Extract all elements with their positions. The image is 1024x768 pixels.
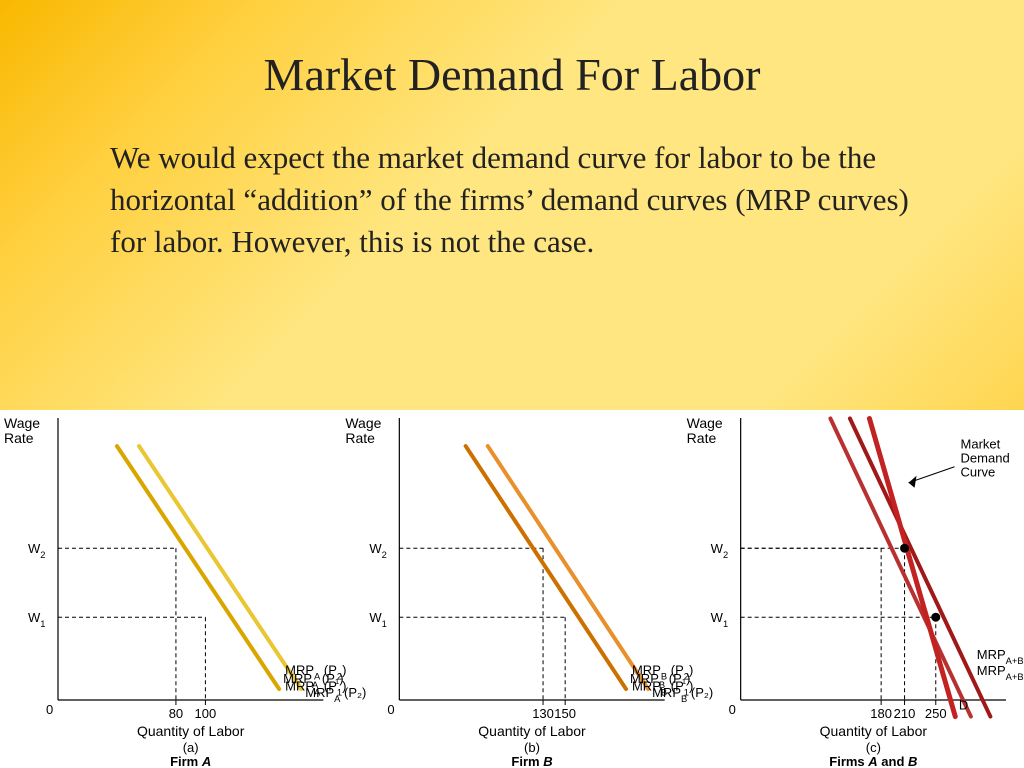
svg-text:Quantity of Labor: Quantity of Labor	[478, 723, 586, 739]
svg-text:W2: W2	[28, 541, 45, 560]
svg-text:100: 100	[195, 706, 217, 721]
svg-text:150: 150	[554, 706, 576, 721]
charts-figure: WageRateW1W2MRPA (P₁)MRPA (P₂)MRPA (P2)M…	[0, 410, 1024, 768]
svg-text:(a): (a)	[183, 740, 199, 755]
slide-title: Market Demand For Labor	[0, 0, 1024, 101]
svg-text:Firms A and B: Firms A and B	[829, 754, 917, 768]
svg-text:W1: W1	[711, 610, 728, 629]
svg-text:0: 0	[46, 702, 53, 717]
svg-text:MarketDemandCurve: MarketDemandCurve	[961, 437, 1010, 480]
svg-text:210: 210	[894, 706, 916, 721]
svg-text:D: D	[959, 698, 968, 713]
svg-text:80: 80	[169, 706, 183, 721]
svg-text:130: 130	[532, 706, 554, 721]
svg-text:W2: W2	[369, 541, 386, 560]
svg-text:W2: W2	[711, 541, 728, 560]
svg-text:180: 180	[870, 706, 892, 721]
svg-text:W1: W1	[369, 610, 386, 629]
svg-text:Quantity of Labor: Quantity of Labor	[820, 723, 928, 739]
svg-text:Firm A: Firm A	[170, 754, 211, 768]
svg-text:(b): (b)	[524, 740, 540, 755]
svg-text:0: 0	[729, 702, 736, 717]
svg-text:WageRate: WageRate	[687, 415, 723, 446]
svg-text:(c): (c)	[866, 740, 881, 755]
svg-text:WageRate: WageRate	[4, 415, 40, 446]
svg-text:Quantity of Labor: Quantity of Labor	[137, 723, 245, 739]
svg-text:0: 0	[387, 702, 394, 717]
svg-text:250: 250	[925, 706, 947, 721]
svg-text:W1: W1	[28, 610, 45, 629]
svg-text:Firm B: Firm B	[511, 754, 552, 768]
slide-body: We would expect the market demand curve …	[0, 101, 1024, 263]
svg-text:WageRate: WageRate	[345, 415, 381, 446]
